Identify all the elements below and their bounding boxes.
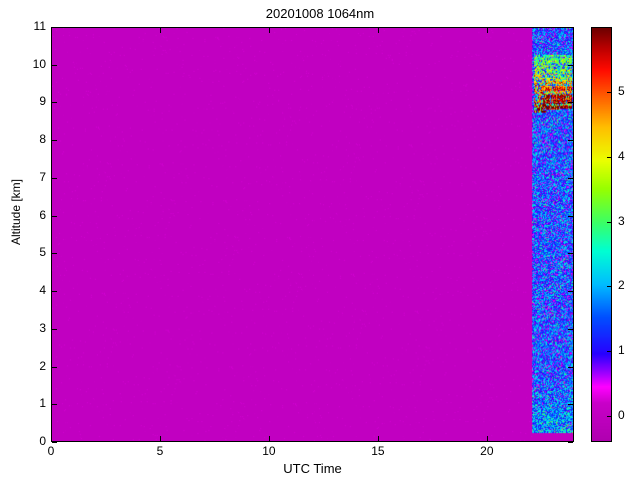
x-tick-mark [51, 436, 52, 441]
colorbar-tick-mark [607, 157, 611, 158]
y-tick-mark [52, 367, 57, 368]
colorbar-tick-label: 1 [618, 343, 625, 358]
x-tick-mark [487, 436, 488, 441]
plot-area [51, 27, 574, 442]
x-tick-mark [378, 436, 379, 441]
y-tick-label: 6 [39, 207, 46, 222]
x-tick-label: 10 [262, 444, 276, 458]
y-tick-label: 5 [39, 245, 46, 260]
y-tick-mark [52, 216, 57, 217]
y-tick-mark-right [568, 27, 573, 28]
y-tick-mark [52, 291, 57, 292]
y-tick-mark-right [568, 253, 573, 254]
colorbar-tick-label: 2 [618, 278, 625, 293]
y-tick-mark-right [568, 140, 573, 141]
y-tick-label: 8 [39, 132, 46, 147]
y-tick-label: 10 [32, 56, 46, 71]
x-tick-label: 15 [371, 444, 385, 458]
heatmap-image [52, 28, 573, 441]
x-tick-mark-top [160, 28, 161, 33]
x-tick-mark [160, 436, 161, 441]
y-tick-mark [52, 102, 57, 103]
y-tick-mark-right [568, 216, 573, 217]
x-tick-label: 5 [156, 444, 164, 458]
y-tick-label: 3 [39, 320, 46, 335]
x-tick-label: 0 [47, 444, 55, 458]
y-tick-mark [52, 27, 57, 28]
y-tick-label: 4 [39, 283, 46, 298]
y-tick-label: 7 [39, 169, 46, 184]
colorbar-tick-mark [607, 416, 611, 417]
y-tick-mark-right [568, 102, 573, 103]
x-tick-mark [269, 436, 270, 441]
page-title: 20201008 1064nm [265, 6, 375, 21]
y-tick-mark-right [568, 329, 573, 330]
y-tick-mark-right [568, 442, 573, 443]
y-tick-mark-right [568, 291, 573, 292]
colorbar-tick-label: 3 [618, 213, 625, 228]
colorbar-tick-label: 5 [618, 83, 625, 98]
y-tick-label: 11 [33, 19, 46, 33]
colorbar-tick-mark [607, 286, 611, 287]
colorbar-tick-label: 4 [618, 148, 625, 163]
colorbar-tick-label: 0 [618, 408, 625, 423]
y-tick-label: 0 [39, 434, 46, 448]
y-tick-mark-right [568, 404, 573, 405]
y-tick-mark-right [568, 65, 573, 66]
y-tick-mark [52, 253, 57, 254]
y-tick-label: 2 [39, 358, 46, 373]
y-tick-label: 1 [39, 396, 46, 411]
y-tick-mark [52, 442, 57, 443]
x-tick-label: 20 [480, 444, 494, 458]
y-tick-mark [52, 404, 57, 405]
x-tick-mark-top [269, 28, 270, 33]
colorbar-tick-mark [607, 351, 611, 352]
y-tick-mark [52, 178, 57, 179]
x-tick-mark-top [378, 28, 379, 33]
colorbar-gradient [592, 28, 611, 441]
x-tick-mark-top [51, 28, 52, 33]
x-tick-mark-top [487, 28, 488, 33]
y-tick-mark [52, 65, 57, 66]
y-tick-mark [52, 140, 57, 141]
y-tick-mark-right [568, 367, 573, 368]
y-tick-mark-right [568, 178, 573, 179]
x-axis-label: UTC Time [283, 461, 342, 476]
colorbar-tick-mark [607, 222, 611, 223]
y-tick-mark [52, 329, 57, 330]
colorbar-tick-mark [607, 92, 611, 93]
colorbar [591, 27, 612, 442]
y-tick-label: 9 [39, 94, 46, 109]
